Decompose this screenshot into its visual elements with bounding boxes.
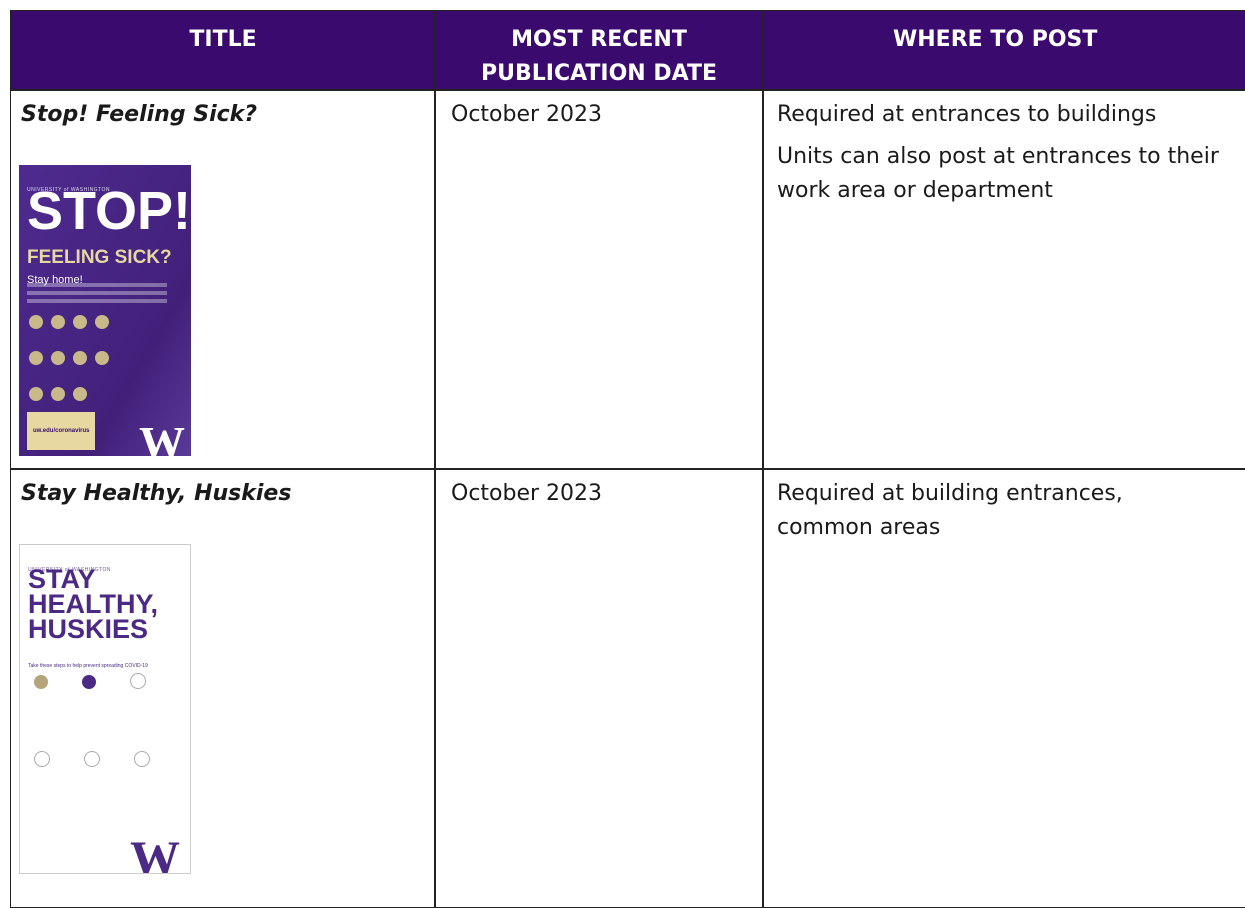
header-cell: WHERE TO POST: [762, 10, 1245, 91]
poster-line: Take these steps to help prevent spreadi…: [28, 663, 148, 669]
where-text: Required at building entrances, common a…: [777, 481, 1123, 540]
header-cell: TITLE: [10, 10, 436, 91]
where-text: Units can also post at entrances to thei…: [777, 144, 1219, 203]
where-cell: Required at building entrances, common a…: [762, 468, 1245, 908]
poster-body-text: [27, 283, 167, 287]
title: Stay Healthy, Huskies: [21, 481, 292, 506]
poster-headline: STAY HEALTHY, HUSKIES: [28, 564, 159, 644]
date: October 2023: [451, 481, 603, 506]
where-text: Required at entrances to buildings: [777, 102, 1157, 127]
poster-subhead: FEELING SICK?: [27, 247, 172, 268]
title-cell: Stop! Feeling Sick? UNIVERSITY of WASHIN…: [10, 89, 436, 470]
poster-icons: [29, 315, 117, 423]
page: TITLE MOST RECENT PUBLICATION DATE WHERE…: [10, 10, 1245, 908]
date-cell: October 2023: [434, 468, 764, 908]
poster-image: UNIVERSITY of WASHINGTON STOP! FEELING S…: [19, 165, 191, 456]
where-cell: Required at entrances to buildings Units…: [762, 89, 1245, 470]
poster-org: UNIVERSITY of WASHINGTON: [27, 187, 111, 193]
poster-url: uw.edu/coronavirus: [27, 412, 96, 450]
poster-logo: W: [130, 830, 180, 874]
date-cell: October 2023: [434, 89, 764, 470]
poster-image: UNIVERSITY of WASHINGTON STAY HEALTHY, H…: [19, 544, 191, 874]
title: Stop! Feeling Sick?: [21, 102, 258, 127]
poster-icons: [34, 673, 150, 789]
title-cell: Stay Healthy, Huskies UNIVERSITY of WASH…: [10, 468, 436, 908]
poster-logo: W: [139, 417, 185, 457]
header-cell: MOST RECENT PUBLICATION DATE: [434, 10, 764, 91]
poster-line: Stay home!: [27, 274, 83, 286]
date: October 2023: [451, 102, 603, 127]
poster-headline: STOP!: [27, 181, 191, 241]
poster-org: UNIVERSITY of WASHINGTON: [28, 567, 112, 573]
